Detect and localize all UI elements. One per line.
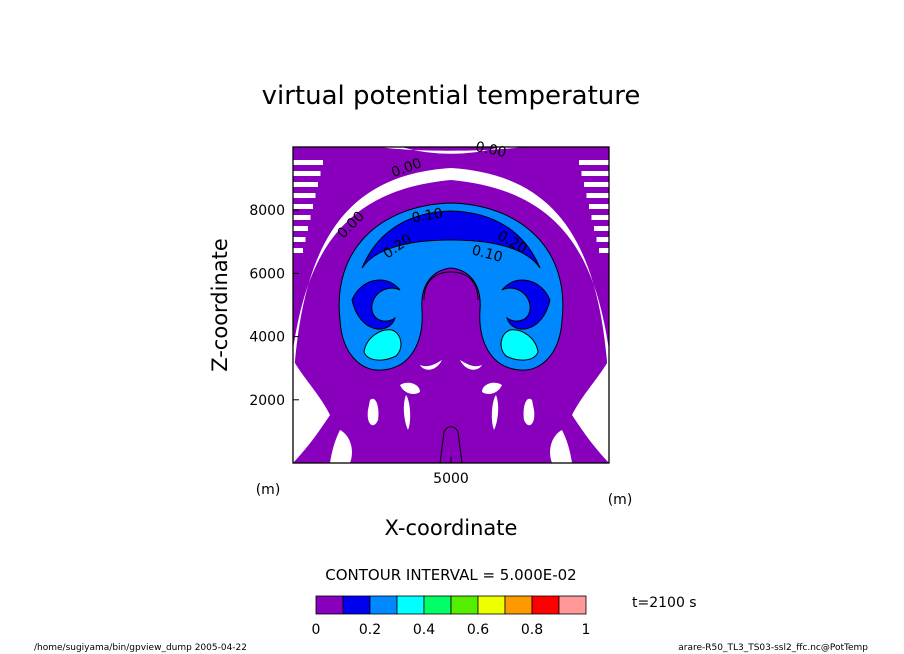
stripe: [293, 160, 323, 165]
cap-level-3-right: [501, 279, 551, 330]
stripe: [293, 237, 306, 242]
colorbar-swatch: [477, 595, 506, 615]
colorbar: [315, 595, 587, 615]
y-axis-title: Z-coordinate: [208, 238, 232, 372]
cap-core-right: [500, 329, 539, 361]
stripe: [599, 248, 609, 253]
stripe: [586, 193, 609, 198]
stripes-left: [293, 160, 323, 253]
cap-level-3-left: [351, 279, 401, 330]
contour-stem: [439, 426, 463, 463]
stripe: [293, 171, 321, 176]
stripe: [591, 215, 609, 220]
colorbar-swatch: [315, 595, 344, 615]
stripes-right: [579, 160, 609, 253]
cap-core-left: [363, 329, 402, 361]
stripe: [293, 193, 316, 198]
y-tick-label: 8000: [249, 203, 285, 219]
colorbar-tick-label: 0.6: [467, 622, 489, 638]
stripe: [596, 237, 609, 242]
y-tick-label: 2000: [249, 393, 285, 409]
cap-level-2: [361, 210, 541, 269]
stripe: [293, 204, 313, 209]
contour-labels: 0.000.000.00 0.100.20 0.100.20: [334, 139, 529, 266]
stripe: [293, 248, 303, 253]
colorbar-labels: 0 0.2 0.4 0.6 0.8 1: [312, 622, 591, 638]
x-axis-title: X-coordinate: [385, 516, 518, 540]
colorbar-swatch: [396, 595, 425, 615]
colorbar-tick-label: 0.2: [359, 622, 381, 638]
colorbar-swatch: [369, 595, 398, 615]
colorbar-swatch: [531, 595, 560, 615]
time-label: t=2100 s: [632, 595, 697, 611]
footer-left: /home/sugiyama/bin/gpview_dump 2005-04-2…: [34, 643, 247, 653]
contour-interval: CONTOUR INTERVAL = 5.000E-02: [325, 566, 576, 584]
colorbar-swatch: [558, 595, 587, 615]
white-arch-band-outer: [380, 147, 522, 154]
lower-blobs: [293, 360, 609, 463]
contour-label: 0.10: [470, 242, 504, 266]
colorbar-tick-label: 0.4: [413, 622, 435, 638]
x-tick-label: 5000: [433, 471, 469, 487]
contour-label: 0.10: [411, 205, 444, 226]
colorbar-swatch: [450, 595, 479, 615]
y-tick-label: 6000: [249, 266, 285, 282]
y-axis-unit: (m): [256, 482, 281, 498]
contour-inner: [423, 271, 479, 301]
colorbar-tick-label: 0.8: [521, 622, 543, 638]
stripe: [594, 226, 609, 231]
stripe: [293, 182, 318, 187]
stripe: [581, 171, 609, 176]
stripe: [293, 215, 311, 220]
colorbar-swatch: [504, 595, 533, 615]
x-axis: 5000: [433, 457, 469, 487]
y-tick-label: 4000: [249, 330, 285, 346]
colorbar-tick-label: 0: [312, 622, 321, 638]
contour-label: 0.00: [474, 139, 508, 161]
colorbar-swatch: [342, 595, 371, 615]
stripe: [293, 226, 308, 231]
plot-area: [293, 147, 609, 463]
colorbar-tick-label: 1: [582, 622, 591, 638]
chart-title: virtual potential temperature: [262, 81, 641, 111]
y-axis: 2000 4000 6000 8000: [249, 203, 299, 409]
stripe: [589, 204, 609, 209]
stripe: [579, 160, 609, 165]
stripe: [584, 182, 609, 187]
colorbar-swatch: [423, 595, 452, 615]
footer-right: arare-R50_TL3_TS03-ssl2_ffc.nc@PotTemp: [678, 643, 868, 653]
x-axis-unit: (m): [608, 492, 633, 508]
